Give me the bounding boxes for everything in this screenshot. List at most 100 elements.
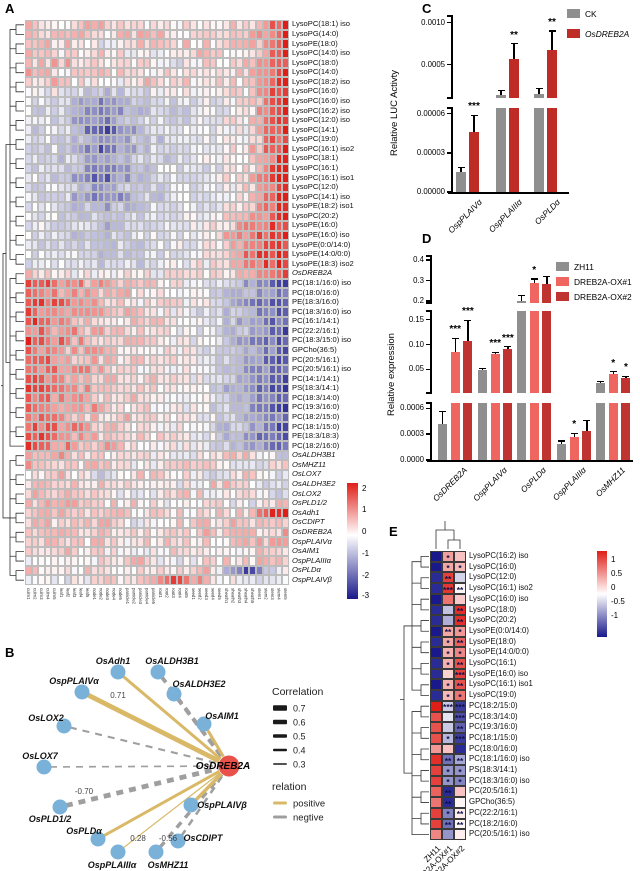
heatmap-cell: [236, 537, 243, 547]
heatmap-cell: [242, 77, 250, 88]
heatmap-cell: [58, 307, 65, 317]
heatmap-cell: [454, 797, 466, 808]
heatmap-cell: [163, 431, 171, 442]
heatmap-a-col-label: sheath3: [237, 587, 242, 604]
heatmap-cell: [38, 211, 45, 222]
network-node: [74, 684, 90, 700]
heatmap-cell: [183, 134, 190, 145]
heatmap-cell: [454, 583, 466, 594]
bar: [621, 403, 631, 460]
heatmap-cell: [44, 565, 52, 576]
heatmap-cell: [124, 383, 131, 394]
network-node-label: OsMHZ11: [148, 860, 189, 870]
heatmap-cell: [190, 211, 197, 222]
heatmap-a-row-label: PC(18:0/16:0): [292, 287, 340, 297]
heatmap-cell: [51, 364, 58, 375]
heatmap-cell: [130, 48, 138, 59]
network-node-label: OsLOX7: [22, 751, 59, 761]
heatmap-cell: [77, 240, 85, 250]
heatmap-cell: [223, 96, 230, 107]
heatmap-cell: [51, 58, 58, 68]
heatmap-cell: [31, 288, 39, 298]
heatmap-cell: [51, 537, 58, 547]
heatmap-cell: [44, 48, 52, 59]
panel-a-label: A: [5, 1, 15, 16]
heatmap-cell: [77, 460, 85, 471]
heatmap-cell: [170, 58, 177, 68]
heatmap-cell: [183, 527, 190, 538]
heatmap-cell: [203, 412, 210, 423]
heatmap-cell: [71, 288, 78, 298]
heatmap-cell: [256, 144, 263, 155]
heatmap-cell: [38, 565, 45, 576]
heatmap-cell: [64, 58, 72, 68]
heatmap-cell: [262, 259, 270, 269]
heatmap-cell: [77, 96, 85, 107]
heatmap-cell: [190, 182, 197, 193]
heatmap-cell: [282, 575, 289, 585]
heatmap-cell: [256, 517, 263, 528]
heatmap-cell: [223, 450, 230, 461]
heatmap-cell: [163, 106, 171, 116]
heatmap-cell: [269, 316, 276, 327]
heatmap-cell: [196, 115, 204, 126]
heatmap-cell: [97, 422, 105, 432]
heatmap-cell: [77, 527, 85, 538]
heatmap-cell: [242, 192, 250, 202]
heatmap-cell: [236, 96, 243, 107]
heatmap-cell: [84, 326, 91, 336]
heatmap-cell: [38, 403, 45, 413]
heatmap-cell: [124, 546, 131, 557]
heatmap-cell: [249, 508, 256, 518]
heatmap-cell: [216, 163, 223, 174]
heatmap-cell: [176, 336, 184, 346]
heatmap-cell: [130, 144, 138, 155]
heatmap-cell: [110, 537, 118, 547]
heatmap-cell: [256, 29, 263, 40]
heatmap-cell: [163, 537, 171, 547]
heatmap-cell: [236, 278, 243, 289]
heatmap-cell: [44, 383, 52, 394]
heatmap-cell: [275, 431, 283, 442]
error-bar: [494, 352, 496, 355]
heatmap-cell: [229, 546, 237, 557]
heatmap-cell: [71, 412, 78, 423]
heatmap-cell: [77, 383, 85, 394]
heatmap-cell: [203, 67, 210, 78]
heatmap-cell: [44, 489, 52, 499]
heatmap-cell: [64, 489, 72, 499]
heatmap-cell: [150, 221, 157, 231]
heatmap-cell: [58, 154, 65, 164]
heatmap-cell: [137, 470, 144, 480]
legend-swatch: [556, 277, 569, 286]
heatmap-cell: [137, 527, 144, 538]
heatmap-cell: [130, 498, 138, 509]
heatmap-cell: [190, 489, 197, 499]
heatmap-cell: [163, 278, 171, 289]
heatmap-cell: [203, 297, 210, 308]
heatmap-cell: [236, 345, 243, 356]
heatmap-cell: [209, 48, 217, 59]
heatmap-cell: [256, 67, 263, 78]
heatmap-cell: [190, 460, 197, 471]
heatmap-cell: [25, 556, 32, 566]
heatmap-cell: [64, 537, 72, 547]
heatmap-cell: [71, 96, 78, 107]
error-cap: [583, 419, 591, 421]
heatmap-cell: [454, 711, 466, 723]
heatmap-cell: [150, 517, 157, 528]
heatmap-cell: [262, 307, 270, 317]
heatmap-cell: [190, 470, 197, 480]
heatmap-cell: [190, 20, 197, 30]
heatmap-cell: [137, 355, 144, 365]
heatmap-cell: [170, 230, 177, 241]
heatmap-cell: [223, 154, 230, 164]
heatmap-cell: [157, 403, 164, 413]
heatmap-cell: [282, 489, 289, 499]
heatmap-cell: [223, 508, 230, 518]
heatmap-cell: [25, 211, 32, 222]
heatmap-cell: [25, 201, 32, 212]
heatmap-cell: [38, 527, 45, 538]
y-axis-tick: [447, 63, 451, 66]
heatmap-cell: [190, 383, 197, 394]
